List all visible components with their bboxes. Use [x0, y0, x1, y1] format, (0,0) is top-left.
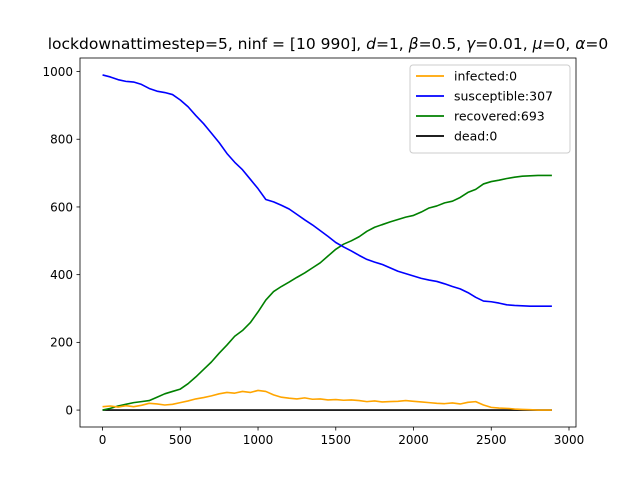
x-tick-label: 1500 [321, 433, 352, 447]
x-tick-label: 2500 [476, 433, 507, 447]
y-tick-label: 800 [50, 133, 73, 147]
chart-legend: infected:0 susceptible:307 recovered:693 de… [409, 64, 571, 154]
y-tick-label: 1000 [42, 65, 73, 79]
legend-label: dead:0 [454, 129, 497, 144]
title-part: d [366, 35, 376, 53]
title-part: =0.5, [419, 35, 467, 53]
x-tick-label: 2000 [398, 433, 429, 447]
y-tick-label: 600 [50, 200, 73, 214]
title-part: β [408, 35, 419, 53]
title-part: =0 [585, 35, 608, 53]
axes-frame [79, 57, 577, 428]
x-tick-label: 3000 [554, 433, 585, 447]
plot-series [102, 74, 552, 411]
title-part: =0.01, [475, 35, 532, 53]
chart-title: lockdownattimestep=5, ninf = [10 990], d… [48, 35, 609, 53]
title-part: γ [466, 35, 476, 53]
y-tick-label: 200 [50, 336, 73, 350]
y-tick-label: 0 [65, 403, 73, 417]
y-tick-label: 400 [50, 268, 73, 282]
x-tick-label: 0 [99, 433, 107, 447]
title-part: μ [532, 35, 543, 53]
legend-box [409, 64, 571, 154]
x-tick-label: 1000 [243, 433, 274, 447]
legend-label: recovered:693 [454, 109, 545, 124]
title-part: α [575, 35, 585, 53]
title-part: =0, [542, 35, 575, 53]
title-part: lockdownattimestep=5, ninf = [10 990], [48, 35, 366, 53]
legend-label: infected:0 [454, 69, 517, 84]
legend-label: susceptible:307 [454, 89, 553, 104]
x-tick-label: 500 [169, 433, 192, 447]
series-line-recovered [102, 174, 552, 411]
series-line-infected [102, 389, 552, 411]
title-part: =1, [376, 35, 409, 53]
series-line-susceptible [102, 74, 552, 307]
plot-axes: 0 500 1000 1500 2000 2500 3000 0 200 400 600 800 100… [42, 57, 585, 447]
